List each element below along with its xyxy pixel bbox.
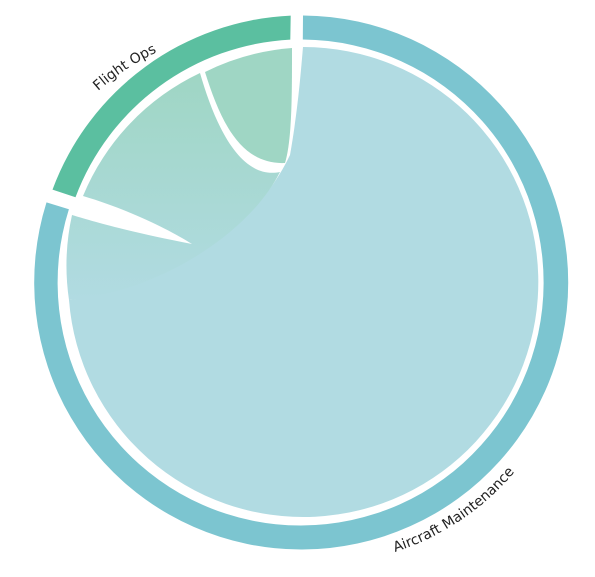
ribbon-flight-ops-to-aircraft-maintenance[interactable] — [66, 73, 280, 300]
ribbon-flight-ops-self[interactable] — [205, 48, 292, 164]
ribbon-aircraft-maintenance-self[interactable] — [69, 46, 539, 517]
group-arc-flight-ops[interactable] — [52, 15, 291, 198]
